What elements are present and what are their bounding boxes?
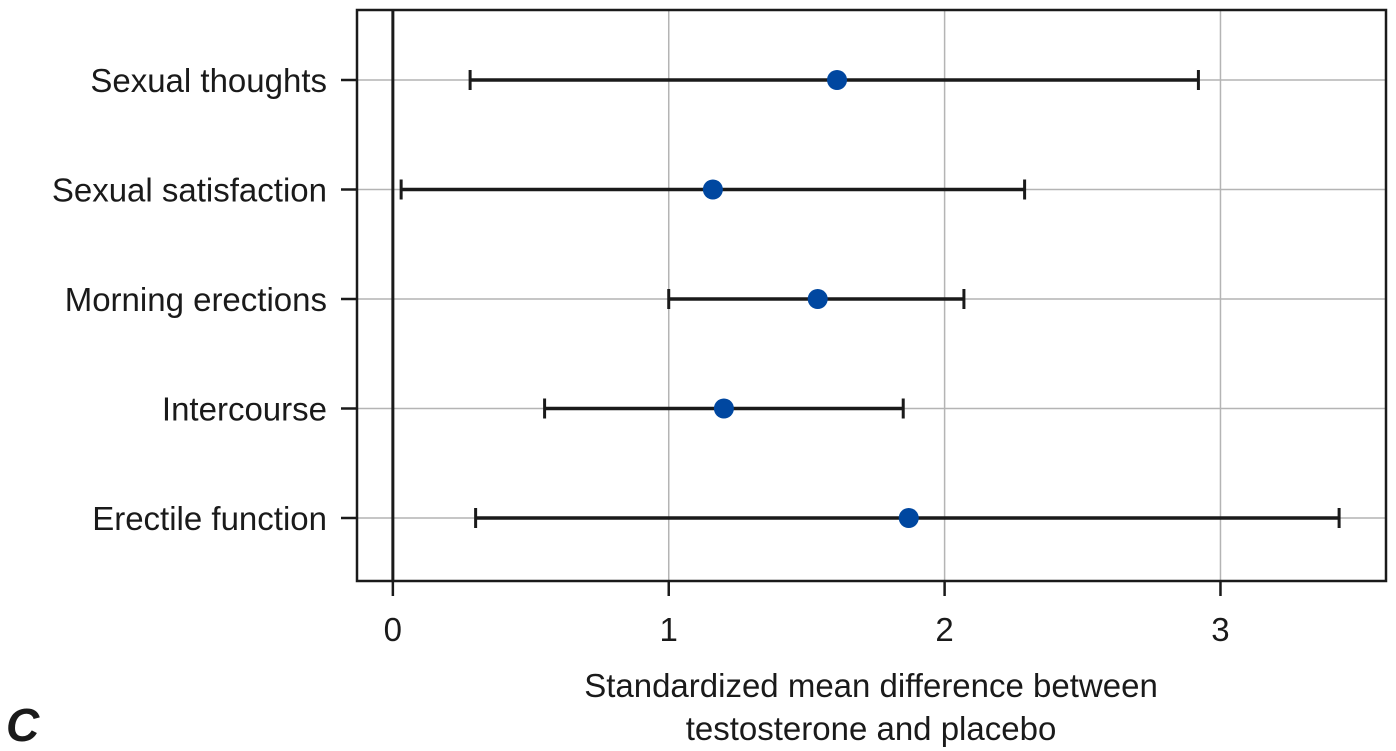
point-estimate — [898, 508, 919, 528]
x-axis-title-line2: testosterone and placebo — [686, 710, 1057, 747]
point-estimate — [702, 179, 723, 200]
panel-letter: C — [6, 699, 40, 751]
x-tick-label: 2 — [935, 611, 953, 648]
x-axis-title-line1: Standardized mean difference between — [584, 667, 1158, 704]
category-label: Sexual thoughts — [90, 62, 327, 99]
grid — [357, 10, 1386, 581]
x-tick-label: 0 — [384, 611, 402, 648]
point-estimate — [827, 70, 848, 90]
category-labels: Sexual thoughts Sexual satisfaction Mornin… — [52, 62, 357, 537]
category-label: Sexual satisfaction — [52, 172, 327, 209]
point-estimate — [807, 289, 828, 309]
plot-area-frame — [355, 8, 1388, 583]
category-label: Intercourse — [162, 391, 327, 428]
x-tick-label: 1 — [660, 611, 678, 648]
point-estimate — [713, 398, 734, 419]
category-label: Morning erections — [65, 281, 327, 318]
category-label: Erectile function — [92, 500, 327, 537]
plot-marks — [399, 70, 1341, 528]
x-axis-ticks: 0 1 2 3 — [384, 581, 1230, 648]
x-tick-label: 3 — [1211, 611, 1229, 648]
